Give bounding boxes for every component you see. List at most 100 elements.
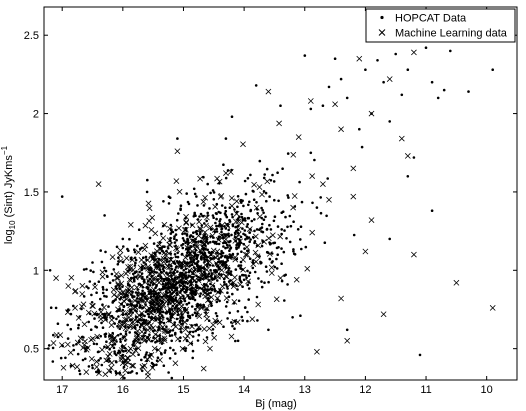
machine-learning-point xyxy=(50,340,57,346)
hopcat-point xyxy=(112,346,116,350)
machine-learning-point xyxy=(82,338,88,345)
hopcat-point xyxy=(160,295,164,299)
hopcat-point xyxy=(215,202,219,206)
hopcat-point xyxy=(166,247,170,250)
hopcat-point xyxy=(238,275,242,279)
hopcat-point xyxy=(192,187,196,191)
hopcat-point xyxy=(244,238,247,241)
hopcat-point xyxy=(67,308,70,311)
hopcat-point xyxy=(288,214,292,218)
hopcat-point xyxy=(212,256,216,259)
machine-learning-point xyxy=(240,141,246,148)
machine-learning-point xyxy=(65,283,72,289)
hopcat-point xyxy=(179,289,183,293)
hopcat-point xyxy=(194,289,198,292)
hopcat-point xyxy=(174,255,178,259)
machine-learning-point xyxy=(162,251,169,258)
hopcat-point xyxy=(211,328,215,331)
hopcat-point xyxy=(146,275,149,279)
hopcat-point xyxy=(254,84,258,87)
x-tick-label: 10 xyxy=(481,384,493,396)
hopcat-point xyxy=(196,303,200,307)
hopcat-point xyxy=(122,305,126,309)
machine-learning-point xyxy=(172,360,179,367)
hopcat-point xyxy=(97,359,100,362)
hopcat-point xyxy=(60,195,64,198)
machine-learning-point xyxy=(99,273,106,280)
machine-learning-point xyxy=(110,286,117,293)
hopcat-point xyxy=(268,257,272,261)
hopcat-point xyxy=(184,271,188,274)
hopcat-point xyxy=(127,288,131,292)
plot-frame xyxy=(43,6,518,381)
hopcat-point xyxy=(224,283,228,286)
y-tick-label: 1 xyxy=(33,265,39,277)
hopcat-point xyxy=(137,228,141,231)
machine-learning-point xyxy=(216,178,223,185)
hopcat-point xyxy=(169,319,172,322)
hopcat-point xyxy=(185,229,188,232)
hopcat-point xyxy=(223,255,227,259)
hopcat-point xyxy=(260,216,264,220)
hopcat-point xyxy=(165,290,168,293)
hopcat-point xyxy=(192,251,196,254)
hopcat-point xyxy=(106,275,109,279)
hopcat-point xyxy=(247,287,251,290)
hopcat-point xyxy=(313,158,316,162)
hopcat-point xyxy=(100,321,103,325)
hopcat-point xyxy=(146,178,149,182)
hopcat-point xyxy=(191,289,195,293)
hopcat-point xyxy=(197,275,200,279)
hopcat-point xyxy=(252,198,256,201)
hopcat-point xyxy=(112,338,116,342)
machine-learning-point xyxy=(211,334,218,341)
hopcat-point xyxy=(319,196,323,199)
hopcat-point xyxy=(121,237,125,241)
hopcat-point xyxy=(162,278,166,281)
y-tick-label: 0.5 xyxy=(24,344,39,356)
hopcat-point xyxy=(153,300,156,303)
machine-learning-point xyxy=(72,288,78,295)
hopcat-point xyxy=(179,336,182,340)
hopcat-point xyxy=(279,104,282,107)
hopcat-point xyxy=(205,336,209,339)
hopcat-point xyxy=(194,253,198,257)
hopcat-point xyxy=(180,262,183,265)
hopcat-point xyxy=(182,284,186,288)
hopcat-point xyxy=(89,269,92,272)
hopcat-point xyxy=(169,295,172,298)
hopcat-point xyxy=(155,363,158,367)
hopcat-point xyxy=(276,253,280,256)
hopcat-point xyxy=(126,303,129,307)
hopcat-point xyxy=(145,351,148,354)
hopcat-point xyxy=(124,312,128,316)
hopcat-point xyxy=(142,334,145,337)
hopcat-point xyxy=(81,358,85,362)
hopcat-point xyxy=(215,217,218,221)
machine-learning-point xyxy=(108,322,115,328)
hopcat-point xyxy=(129,257,133,261)
hopcat-point xyxy=(168,271,172,275)
hopcat-point xyxy=(400,93,404,97)
hopcat-point xyxy=(246,177,250,180)
hopcat-point xyxy=(418,353,422,357)
hopcat-point xyxy=(284,215,287,219)
hopcat-point xyxy=(249,238,252,241)
hopcat-point xyxy=(248,271,252,275)
hopcat-point xyxy=(292,220,295,223)
hopcat-point xyxy=(167,285,170,288)
hopcat-point xyxy=(223,233,227,236)
machine-learning-point xyxy=(160,235,167,241)
hopcat-point xyxy=(90,293,93,297)
hopcat-point xyxy=(153,329,156,332)
hopcat-point xyxy=(150,255,154,258)
hopcat-point xyxy=(235,257,239,261)
hopcat-point xyxy=(134,315,138,319)
hopcat-point xyxy=(282,250,286,254)
hopcat-point xyxy=(167,277,170,281)
hopcat-point xyxy=(226,257,229,260)
hopcat-point xyxy=(273,241,277,245)
hopcat-point xyxy=(187,241,190,244)
hopcat-point xyxy=(234,225,237,229)
hopcat-point xyxy=(246,310,249,314)
